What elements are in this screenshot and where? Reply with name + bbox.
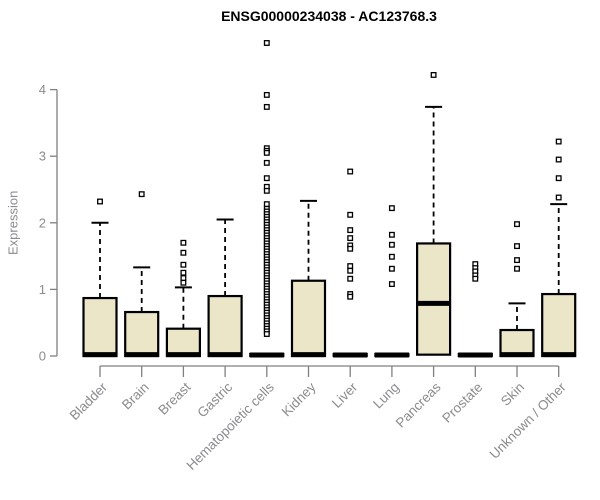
outlier-point xyxy=(514,257,520,264)
outlier-point xyxy=(97,198,103,205)
box-rect xyxy=(82,296,118,358)
box-group-gastric xyxy=(207,218,243,358)
outlier-point xyxy=(263,40,270,46)
box-group-bladder xyxy=(82,198,118,358)
outlier-point xyxy=(388,281,395,288)
outlier-point xyxy=(263,175,270,182)
outlier-point xyxy=(263,201,270,208)
box-rect xyxy=(207,294,243,358)
box-group-pancreas xyxy=(416,71,452,356)
x-category-label: Breast xyxy=(155,379,193,417)
x-category-label: Bladder xyxy=(67,379,111,423)
x-category-label: Brain xyxy=(119,380,152,413)
box-rect xyxy=(165,327,201,358)
outlier-point xyxy=(555,194,562,201)
outlier-point xyxy=(472,275,479,282)
outlier-point xyxy=(347,211,354,218)
x-category-label: Gastric xyxy=(194,379,235,420)
x-category-label: Liver xyxy=(329,379,361,411)
y-tick-label: 1 xyxy=(39,282,46,297)
outlier-point xyxy=(388,231,395,238)
outlier-point xyxy=(347,275,354,282)
outlier-point xyxy=(514,265,520,272)
outlier-point xyxy=(180,275,187,282)
box-rect xyxy=(541,292,577,358)
x-category-label: Kidney xyxy=(279,379,319,419)
box-group-liver xyxy=(332,168,368,358)
outlier-point xyxy=(180,279,187,286)
y-tick-label: 3 xyxy=(39,149,46,164)
box-group-prostate xyxy=(457,261,493,358)
outlier-point xyxy=(430,71,437,78)
outlier-point xyxy=(263,91,270,98)
outlier-point xyxy=(514,221,520,228)
box-group-hematopoietic-cells xyxy=(249,40,285,358)
outlier-point xyxy=(180,249,187,256)
x-category-label: Prostate xyxy=(439,380,485,426)
outlier-point xyxy=(263,187,270,194)
outlier-point xyxy=(180,269,187,276)
outlier-point xyxy=(138,191,145,198)
outlier-point xyxy=(180,261,187,268)
outlier-point xyxy=(514,243,520,250)
box-rect xyxy=(499,328,535,358)
outlier-point xyxy=(555,156,562,163)
box-rect xyxy=(290,279,327,358)
chart-title: ENSG00000234038 - AC123768.3 xyxy=(221,8,437,24)
outlier-point xyxy=(263,159,270,166)
box-rect xyxy=(124,310,160,358)
y-tick-label: 4 xyxy=(39,82,46,97)
outlier-point xyxy=(388,205,395,212)
outlier-point xyxy=(347,235,354,242)
box-group-breast xyxy=(165,239,201,358)
x-category-label: Pancreas xyxy=(393,379,444,430)
outlier-point xyxy=(347,168,354,175)
outlier-point xyxy=(555,138,562,145)
outlier-point xyxy=(347,227,354,234)
x-category-label: Unknown / Other xyxy=(487,379,570,462)
outlier-point xyxy=(263,149,270,156)
outlier-point xyxy=(388,241,395,248)
y-tick-label: 0 xyxy=(39,349,46,364)
outlier-point xyxy=(347,293,354,300)
outlier-point xyxy=(388,265,395,272)
outlier-point xyxy=(263,331,270,337)
box-group-skin xyxy=(499,221,535,358)
y-tick-label: 2 xyxy=(39,215,46,230)
box-group-brain xyxy=(124,191,160,358)
box-group-kidney xyxy=(290,199,327,358)
box-group-unknown-other xyxy=(541,138,577,358)
x-category-label: Skin xyxy=(498,380,527,409)
box-rect xyxy=(416,242,452,356)
outlier-point xyxy=(347,267,354,274)
outlier-point xyxy=(180,239,187,246)
outlier-point xyxy=(388,253,395,260)
outlier-point xyxy=(263,103,270,110)
outlier-point xyxy=(555,175,562,182)
x-category-label: Lung xyxy=(370,380,402,412)
box-group-lung xyxy=(374,205,410,358)
outlier-point xyxy=(347,245,354,252)
outlier-point xyxy=(347,263,354,270)
